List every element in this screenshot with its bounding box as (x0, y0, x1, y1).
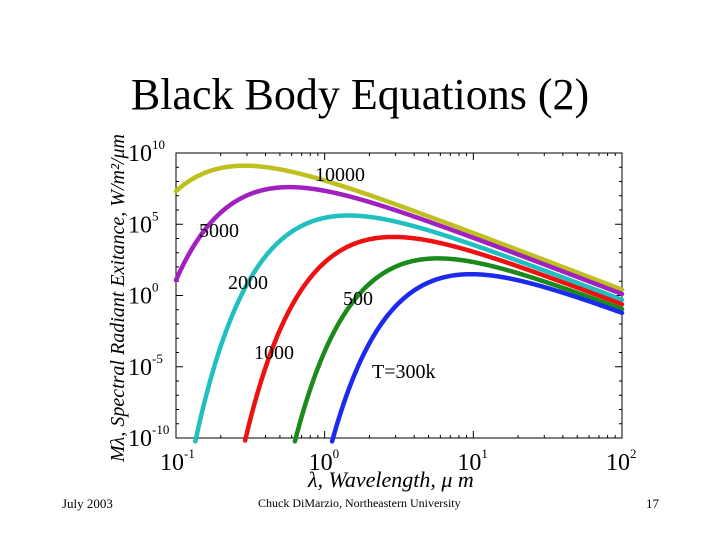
y-tick-labels: 1010 105 100 10-5 10-10 (128, 137, 169, 452)
curve-500 (292, 256, 625, 444)
x-tick-labels: 10-1 100 101 102 (160, 446, 637, 476)
slide-title: Black Body Equations (2) (130, 70, 590, 119)
curve-label-t-300k: T=300k (372, 361, 436, 383)
footer-page-number: 17 (646, 496, 659, 511)
curve-label-1000: 1000 (254, 342, 294, 364)
y-tick-label: 100 (128, 280, 159, 310)
x-tick-label: 102 (606, 446, 637, 476)
footer-author: Chuck DiMarzio, Northeastern University (258, 496, 461, 510)
curve-label-10000: 10000 (315, 164, 365, 186)
curve-labels: 10000 5000 2000 1000 500 T=300k (199, 164, 436, 383)
y-tick-label: 10-10 (128, 422, 169, 452)
series-curves (173, 163, 625, 444)
y-tick-label: 105 (128, 208, 159, 238)
curve-2000 (193, 213, 625, 444)
x-tick-label: 100 (309, 446, 340, 476)
curve-1000 (242, 234, 625, 443)
x-tick-label: 10-1 (160, 446, 195, 476)
curve-label-500: 500 (343, 288, 373, 310)
x-tick-label: 101 (457, 446, 488, 476)
y-axis-label: Mλ, Spectral Radiant Exitance, W/m²/μm (107, 134, 129, 462)
curve-10000 (173, 163, 625, 292)
x-axis-label: λ, Wavelength, μ m (307, 467, 474, 492)
curve-label-2000: 2000 (228, 272, 268, 294)
footer-date: July 2003 (62, 496, 113, 511)
curve-t-300k (329, 271, 625, 444)
y-tick-label: 10-5 (128, 351, 163, 381)
curve-5000 (173, 184, 625, 297)
curve-label-5000: 5000 (199, 220, 239, 242)
y-tick-label: 1010 (128, 137, 165, 167)
